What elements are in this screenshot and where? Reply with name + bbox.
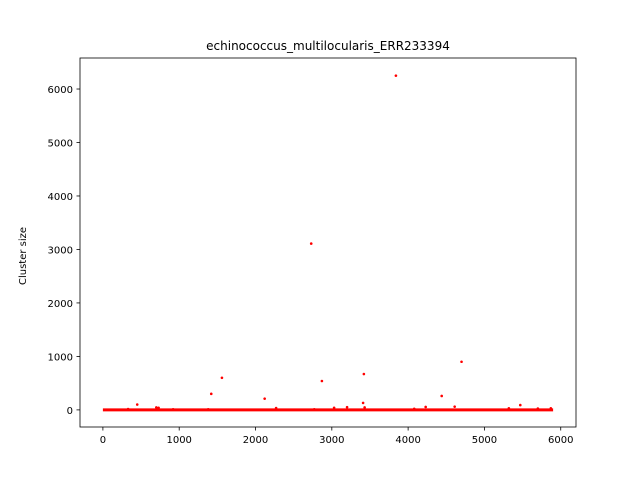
data-point bbox=[453, 405, 456, 408]
data-point bbox=[320, 379, 324, 383]
data-point bbox=[460, 360, 463, 364]
data-point bbox=[361, 401, 365, 405]
data-point bbox=[332, 406, 336, 410]
data-point bbox=[157, 406, 160, 410]
data-point bbox=[394, 74, 398, 77]
data-point bbox=[309, 242, 313, 245]
data-point bbox=[363, 406, 366, 409]
x-tick-label: 6000 bbox=[548, 435, 573, 446]
x-tick-label: 3000 bbox=[319, 435, 344, 446]
data-point bbox=[549, 406, 553, 410]
x-tick-label: 1000 bbox=[166, 435, 191, 446]
data-point bbox=[518, 403, 522, 407]
y-tick-label: 6000 bbox=[48, 85, 73, 96]
data-point bbox=[345, 405, 349, 409]
data-point bbox=[424, 405, 427, 409]
x-tick-label: 4000 bbox=[395, 435, 420, 446]
y-tick-label: 3000 bbox=[48, 245, 73, 256]
data-point bbox=[155, 406, 158, 409]
data-point bbox=[206, 408, 210, 411]
data-point bbox=[274, 406, 278, 410]
plot-area bbox=[102, 74, 554, 412]
data-point bbox=[171, 408, 175, 411]
x-tick-label: 0 bbox=[100, 435, 106, 446]
y-tick-label: 0 bbox=[67, 406, 73, 417]
data-point bbox=[412, 407, 416, 411]
x-tick-label: 5000 bbox=[472, 435, 497, 446]
y-tick-label: 4000 bbox=[48, 192, 73, 203]
data-point bbox=[536, 407, 540, 410]
data-point bbox=[312, 408, 316, 411]
data-point bbox=[126, 407, 130, 411]
axes: 0 1000 2000 3000 4000 5000 6000 0 1000 2000 3000 40… bbox=[48, 57, 577, 446]
data-point bbox=[220, 376, 224, 380]
chart-title: echinococcus_multilocularis_ERR233394 bbox=[206, 39, 450, 53]
data-point bbox=[440, 394, 443, 398]
data-point bbox=[135, 403, 139, 406]
y-tick-label: 5000 bbox=[48, 138, 73, 149]
data-point bbox=[362, 372, 366, 376]
y-tick-label: 2000 bbox=[48, 299, 73, 310]
x-tick-label: 2000 bbox=[243, 435, 268, 446]
data-point bbox=[263, 397, 266, 400]
plot-frame bbox=[79, 57, 577, 428]
y-tick-label: 1000 bbox=[48, 352, 73, 363]
data-point bbox=[209, 392, 213, 396]
y-axis-label: Cluster size bbox=[18, 227, 29, 285]
data-point bbox=[507, 406, 511, 410]
